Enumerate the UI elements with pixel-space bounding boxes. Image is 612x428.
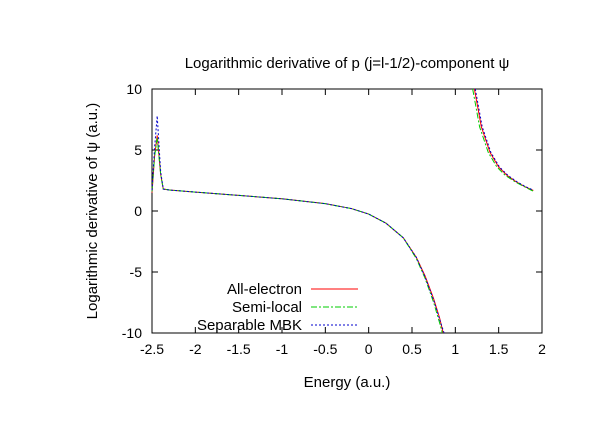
series-line-separable-mbk xyxy=(474,88,534,191)
legend-label-semi-local: Semi-local xyxy=(232,299,302,316)
x-tick-label: -1 xyxy=(276,341,289,357)
x-tick-label: 1.5 xyxy=(489,341,509,357)
series-line-semi-local xyxy=(151,137,443,334)
x-tick-label: 0.5 xyxy=(402,341,422,357)
y-tick-label: -5 xyxy=(130,264,143,280)
y-tick-label: 5 xyxy=(134,142,142,158)
legend-label-separable-mbk: Separable MBK xyxy=(197,317,302,334)
series-line-all-electron xyxy=(473,88,534,191)
x-tick-label: 1 xyxy=(451,341,459,357)
plot-frame xyxy=(151,88,543,334)
x-tick-label: 2 xyxy=(538,341,546,357)
chart-title: Logarithmic derivative of p (j=l-1/2)-co… xyxy=(185,55,510,72)
x-tick-label: 0 xyxy=(365,341,373,357)
legend-label-all-electron: All-electron xyxy=(227,281,302,298)
x-tick-label: -2 xyxy=(189,341,202,357)
x-tick-label: -2.5 xyxy=(140,341,164,357)
y-tick-label: -10 xyxy=(122,325,142,341)
x-axis-label: Energy (a.u.) xyxy=(304,374,391,391)
x-tick-label: -1.5 xyxy=(227,341,251,357)
x-tick-label: -0.5 xyxy=(313,341,337,357)
y-tick-label: 10 xyxy=(126,81,142,97)
y-tick-label: 0 xyxy=(134,203,142,219)
y-axis-label: Logarithmic derivative of ψ (a.u.) xyxy=(84,103,101,320)
series-line-semi-local xyxy=(472,88,534,192)
